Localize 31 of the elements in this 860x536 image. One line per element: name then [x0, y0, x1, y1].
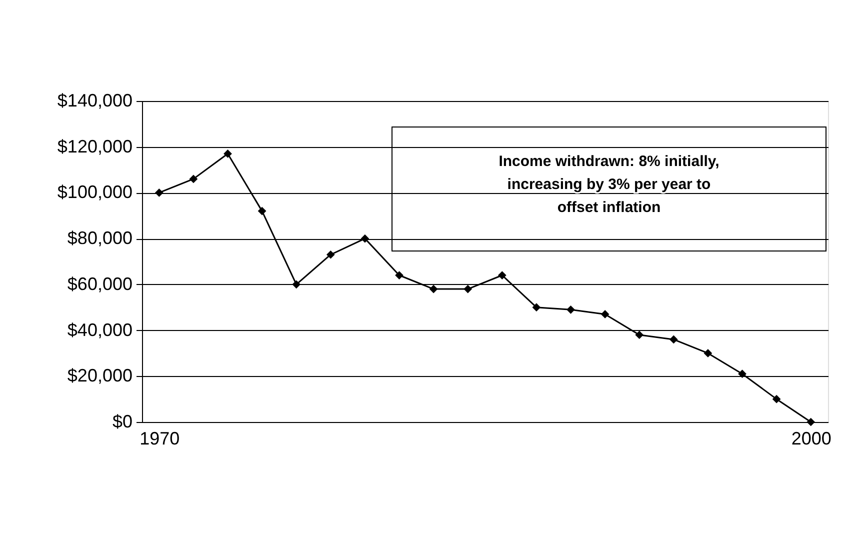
y-tick-label: $80,000 [67, 228, 132, 248]
y-tick-label: $120,000 [57, 136, 132, 156]
y-tick-label: $20,000 [67, 366, 132, 386]
point [154, 188, 164, 197]
annotation: Income withdrawn: 8% initially, increasing by 3% per year to offset inflation [498, 153, 720, 216]
point [669, 335, 678, 344]
point [738, 370, 746, 378]
point [258, 206, 266, 216]
point [772, 394, 781, 404]
y-tick-label: $0 [112, 412, 132, 432]
point [360, 234, 370, 243]
x-tick-label: 1970 [140, 428, 180, 448]
x-tick-label: 2000 [791, 428, 832, 448]
point [326, 250, 335, 259]
point [635, 330, 644, 340]
point [292, 280, 301, 289]
y-tick-label: $40,000 [67, 320, 132, 340]
point [566, 305, 575, 314]
point [189, 174, 198, 184]
y-tick-label: $60,000 [67, 274, 132, 294]
y-tick-label: $140,000 [57, 90, 132, 110]
point [395, 271, 404, 280]
point [704, 349, 712, 358]
point [600, 310, 610, 318]
point [429, 284, 438, 294]
point [532, 303, 541, 312]
point [224, 150, 232, 158]
point [806, 418, 816, 426]
y-tick-label: $100,000 [57, 182, 132, 202]
point [464, 284, 472, 294]
point [498, 271, 506, 280]
